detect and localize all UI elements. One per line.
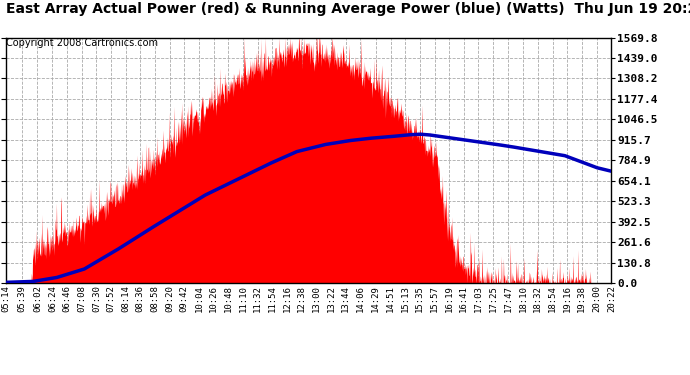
- Text: 12:16: 12:16: [283, 285, 292, 312]
- Text: 17:47: 17:47: [504, 285, 513, 312]
- Text: 13:22: 13:22: [327, 285, 336, 312]
- Text: 20:00: 20:00: [592, 285, 601, 312]
- Text: 17:25: 17:25: [489, 285, 497, 312]
- Text: 13:44: 13:44: [342, 285, 351, 312]
- Text: 09:42: 09:42: [179, 285, 188, 312]
- Text: 18:54: 18:54: [549, 285, 558, 312]
- Text: 15:57: 15:57: [431, 285, 440, 312]
- Text: 17:03: 17:03: [474, 285, 483, 312]
- Text: 06:02: 06:02: [33, 285, 42, 312]
- Text: 15:13: 15:13: [401, 285, 410, 312]
- Text: 05:14: 05:14: [1, 285, 10, 312]
- Text: East Array Actual Power (red) & Running Average Power (blue) (Watts)  Thu Jun 19: East Array Actual Power (red) & Running …: [6, 2, 690, 16]
- Text: 06:46: 06:46: [63, 285, 72, 312]
- Text: 08:58: 08:58: [150, 285, 159, 312]
- Text: 05:39: 05:39: [17, 285, 27, 312]
- Text: 07:30: 07:30: [92, 285, 101, 312]
- Text: 11:32: 11:32: [253, 285, 262, 312]
- Text: 16:41: 16:41: [460, 285, 469, 312]
- Text: 10:48: 10:48: [224, 285, 233, 312]
- Text: 08:36: 08:36: [136, 285, 145, 312]
- Text: 13:00: 13:00: [312, 285, 321, 312]
- Text: 07:08: 07:08: [77, 285, 86, 312]
- Text: 19:38: 19:38: [578, 285, 586, 312]
- Text: 12:38: 12:38: [297, 285, 306, 312]
- Text: 14:06: 14:06: [356, 285, 365, 312]
- Text: 11:54: 11:54: [268, 285, 277, 312]
- Text: 14:51: 14:51: [386, 285, 395, 312]
- Text: 08:14: 08:14: [121, 285, 130, 312]
- Text: 18:10: 18:10: [519, 285, 528, 312]
- Text: 09:20: 09:20: [165, 285, 174, 312]
- Text: 06:24: 06:24: [48, 285, 57, 312]
- Text: 10:04: 10:04: [195, 285, 204, 312]
- Text: 19:16: 19:16: [563, 285, 572, 312]
- Text: Copyright 2008 Cartronics.com: Copyright 2008 Cartronics.com: [6, 38, 157, 48]
- Text: 14:29: 14:29: [371, 285, 380, 312]
- Text: 11:10: 11:10: [239, 285, 248, 312]
- Text: 07:52: 07:52: [106, 285, 115, 312]
- Text: 16:19: 16:19: [445, 285, 454, 312]
- Text: 20:22: 20:22: [607, 285, 616, 312]
- Text: 10:26: 10:26: [209, 285, 218, 312]
- Text: 18:32: 18:32: [533, 285, 542, 312]
- Text: 15:35: 15:35: [415, 285, 424, 312]
